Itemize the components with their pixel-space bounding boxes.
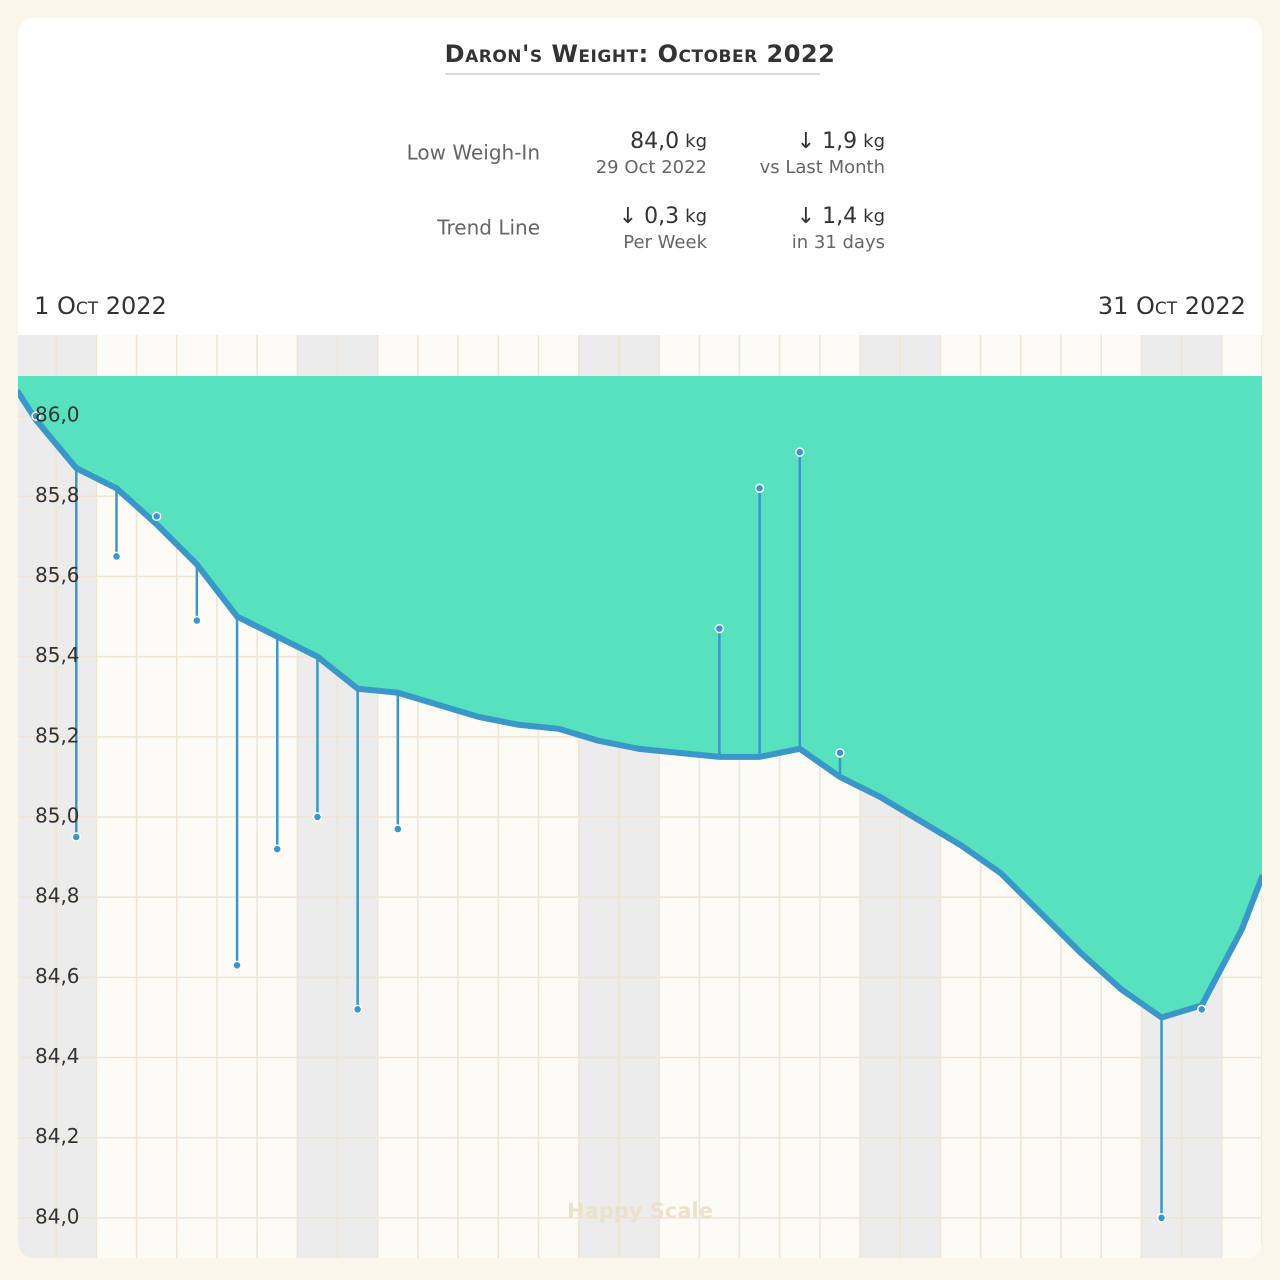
weigh-in-dot — [714, 623, 725, 634]
weigh-in-dot — [754, 483, 765, 494]
stat-number: ↓ 0,3 — [619, 204, 679, 229]
plot: 84,0 84,2 84,4 84,6 84,8 85,0 85,2 85,4 85,6 85,8… — [18, 335, 1262, 1258]
weigh-in-dot — [393, 824, 403, 834]
weigh-in-dot — [352, 1004, 363, 1015]
stat-number: ↓ 1,9 — [797, 129, 857, 154]
stat-note: vs Last Month — [760, 157, 885, 178]
trend-area — [18, 376, 1262, 1018]
y-tick-label: 84,0 — [35, 1204, 80, 1228]
stat-unit: kg — [863, 131, 885, 152]
weigh-in-dot — [1156, 1213, 1167, 1223]
weigh-in-dot — [71, 832, 82, 842]
y-tick-label: 85,0 — [35, 804, 80, 828]
stat-value: ↓ 1,4 kg — [797, 204, 885, 229]
stat-value: 84,0 kg — [630, 129, 707, 154]
weigh-in-dot — [795, 447, 805, 457]
y-tick-label: 85,2 — [35, 723, 80, 747]
weigh-in-dot — [1196, 1004, 1207, 1015]
weigh-in-dot — [312, 812, 323, 822]
stat-label: Trend Line — [436, 216, 540, 240]
stat-unit: kg — [863, 206, 885, 227]
weigh-in-dot — [835, 748, 845, 758]
stat-value: ↓ 0,3 kg — [619, 204, 707, 229]
y-tick-label: 85,4 — [35, 643, 80, 667]
weigh-in-dot — [111, 551, 122, 562]
y-tick-label: 85,6 — [35, 563, 80, 587]
stat-note: in 31 days — [792, 232, 885, 253]
stat-label: Low Weigh-In — [407, 141, 540, 165]
y-tick-label: 86,0 — [35, 403, 80, 427]
trend-line — [18, 389, 1262, 1021]
y-tick-label: 84,6 — [35, 964, 80, 988]
stat-number: ↓ 1,4 — [797, 204, 857, 229]
stat-unit: kg — [685, 131, 707, 152]
weigh-in-dot — [272, 844, 283, 854]
stat-number: 84,0 — [630, 129, 679, 154]
weigh-in-dot — [31, 411, 41, 421]
y-tick-label: 84,2 — [35, 1124, 80, 1148]
chart-title: Daron's Weight: October 2022 — [445, 40, 836, 68]
stat-note: 29 Oct 2022 — [596, 157, 707, 178]
stat-value: ↓ 1,9 kg — [797, 129, 885, 154]
weigh-in-dot — [151, 511, 162, 522]
x-tick-label: 1 Oct 2022 — [34, 292, 167, 320]
x-tick-label: 31 Oct 2022 — [1098, 292, 1246, 320]
weigh-in-dot — [232, 960, 242, 971]
y-tick-label: 85,8 — [35, 483, 80, 507]
watermark: Happy Scale — [567, 1199, 713, 1223]
y-tick-label: 84,4 — [35, 1044, 80, 1068]
weigh-in-dot — [192, 615, 202, 626]
stat-unit: kg — [685, 206, 707, 227]
y-tick-label: 84,8 — [35, 884, 80, 908]
stat-note: Per Week — [623, 232, 707, 253]
weekend-band — [18, 335, 57, 1258]
